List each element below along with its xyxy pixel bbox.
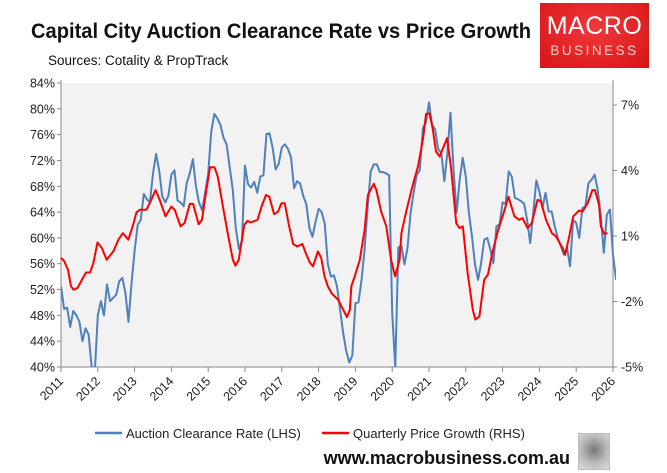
series-line-auction-clearance-rate xyxy=(61,101,616,367)
x-tick-label: 2013 xyxy=(110,374,140,404)
x-tick-label: 2022 xyxy=(441,374,471,404)
x-tick-label: 2018 xyxy=(294,374,324,404)
x-tick-label: 2021 xyxy=(405,374,435,404)
right-tick-label: 1% xyxy=(621,230,639,244)
left-tick-label: 60% xyxy=(30,231,55,245)
left-tick-label: 84% xyxy=(30,77,55,91)
x-tick-label: 2016 xyxy=(221,374,251,404)
right-tick-label: 7% xyxy=(621,99,639,113)
left-tick-label: 56% xyxy=(30,257,55,271)
left-tick-label: 80% xyxy=(30,102,55,116)
footer-url: www.macrobusiness.com.au xyxy=(323,448,570,468)
legend-label-auction-clearance-rate: Auction Clearance Rate (LHS) xyxy=(126,426,301,441)
x-tick-label: 2011 xyxy=(37,374,66,403)
logo-line1: MACRO xyxy=(546,12,643,40)
left-tick-label: 64% xyxy=(30,206,55,220)
chart-title: Capital City Auction Clearance Rate vs P… xyxy=(31,20,531,43)
x-tick-label: 2017 xyxy=(257,374,287,404)
x-tick-label: 2025 xyxy=(552,374,582,404)
x-tick-label: 2024 xyxy=(515,374,545,404)
macrobusiness-logo: MACRO BUSINESS xyxy=(540,3,649,68)
right-tick-label: 4% xyxy=(621,164,639,178)
x-tick-label: 2026 xyxy=(589,374,619,404)
left-tick-label: 44% xyxy=(30,335,55,349)
legend-label-quarterly-price-growth: Quarterly Price Growth (RHS) xyxy=(353,426,525,441)
x-tick-label: 2023 xyxy=(478,374,508,404)
right-tick-label: -2% xyxy=(621,295,643,309)
x-tick-label: 2012 xyxy=(73,374,103,404)
left-tick-label: 68% xyxy=(30,180,55,194)
x-tick-label: 2019 xyxy=(331,374,361,404)
series-line-quarterly-price-growth xyxy=(60,112,608,321)
x-tick-label: 2014 xyxy=(147,374,177,404)
left-tick-label: 76% xyxy=(30,128,55,142)
left-tick-label: 40% xyxy=(30,361,55,375)
wolf-logo-icon xyxy=(578,433,610,470)
left-tick-label: 72% xyxy=(30,154,55,168)
x-tick-label: 2020 xyxy=(368,374,398,404)
plot-area xyxy=(61,83,613,367)
chart-subtitle: Sources: Cotality & PropTrack xyxy=(48,53,229,68)
x-tick-label: 2015 xyxy=(184,374,214,404)
logo-line2: BUSINESS xyxy=(550,43,639,58)
left-tick-label: 48% xyxy=(30,309,55,323)
left-tick-label: 52% xyxy=(30,283,55,297)
right-tick-label: -5% xyxy=(621,361,643,375)
